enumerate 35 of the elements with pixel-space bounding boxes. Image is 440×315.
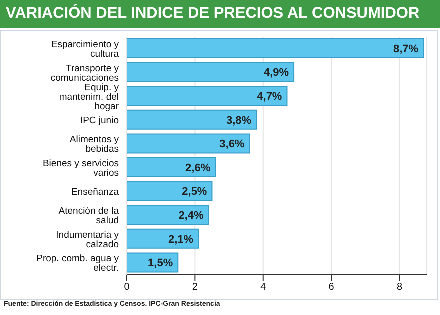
y-tick-label: Indumentaria y calzado: [56, 230, 120, 250]
bar: [127, 134, 250, 154]
data-label: 2,6%: [186, 162, 211, 174]
x-tick-label: 2: [192, 282, 198, 294]
data-label: 4,9%: [264, 67, 290, 80]
x-tick-label: 8: [396, 282, 403, 294]
bar: [127, 38, 424, 58]
data-label: 2,5%: [182, 186, 208, 198]
data-label: 8,7%: [394, 43, 419, 56]
bar: [127, 110, 258, 130]
chart-title: VARIACIÓN DEL INDICE DE PRECIOS AL CONSUMIDOR: [0, 0, 440, 28]
bar: [127, 158, 216, 178]
data-label: 2,1%: [168, 234, 194, 246]
x-tick-label: 4: [260, 282, 267, 294]
data-label: 1,5%: [148, 258, 174, 270]
y-tick-label: Transporte y comunicaciones: [50, 63, 120, 84]
y-tick-label: Enseñanza: [71, 187, 120, 198]
bar: [127, 86, 288, 106]
x-tick-label: 6: [328, 282, 335, 294]
y-tick-label: Prop. comb. agua y electr.: [36, 254, 120, 274]
x-tick-label: 0: [124, 282, 130, 294]
y-tick-label: IPC junio: [80, 116, 119, 127]
bar: [127, 62, 295, 82]
data-label: 2,4%: [178, 210, 204, 222]
y-tick-label: Alimentos y bebidas: [70, 134, 120, 156]
data-label: 4,7%: [257, 91, 282, 104]
data-label: 3,6%: [220, 138, 245, 151]
data-label: 3,8%: [226, 114, 252, 127]
y-tick-label: Esparcimiento y cultura: [51, 40, 120, 60]
y-tick-label: Atención de la salud: [58, 206, 120, 227]
bar: [127, 228, 200, 249]
y-tick-label: Equip. y mantenim. del hogar: [59, 82, 120, 112]
y-tick-label: Bienes y servicios varios: [42, 158, 120, 180]
bar: [127, 181, 213, 202]
bar: [127, 205, 210, 226]
